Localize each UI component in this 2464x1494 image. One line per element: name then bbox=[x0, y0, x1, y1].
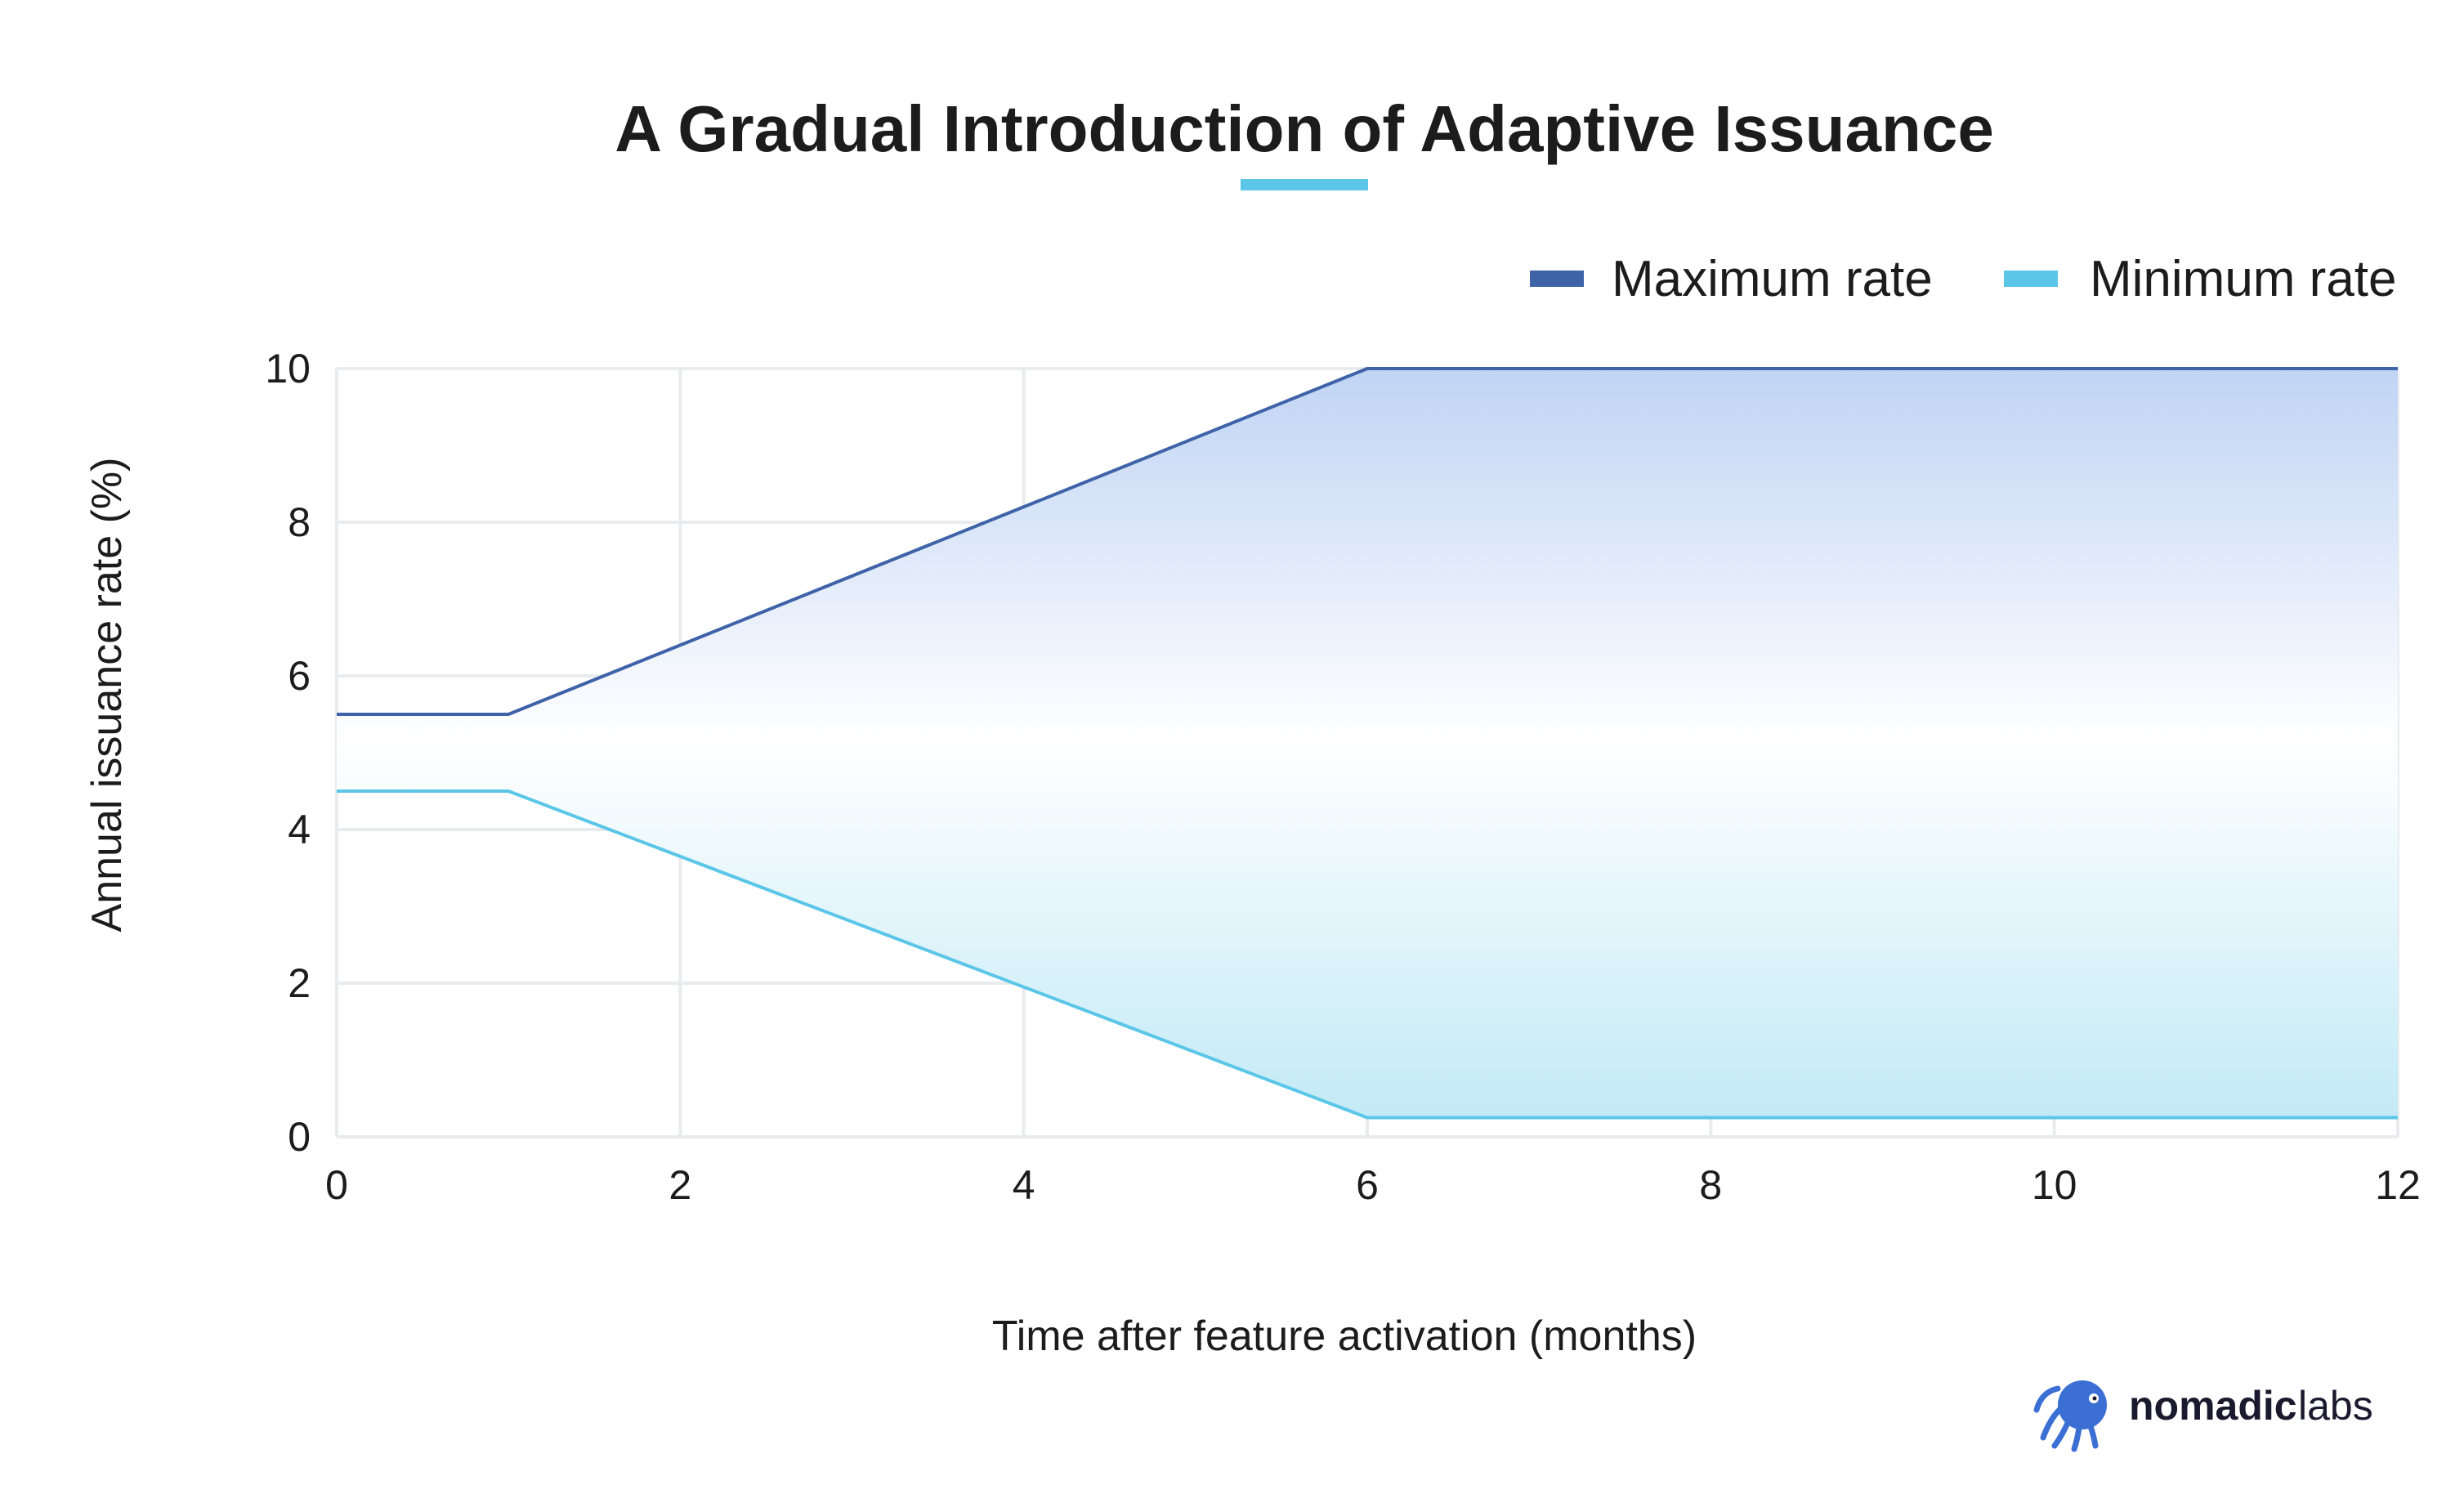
y-tick-label: 2 bbox=[288, 960, 311, 1006]
x-tick-label: 2 bbox=[669, 1162, 691, 1208]
legend: Maximum rate Minimum rate bbox=[1530, 251, 2397, 307]
chart-title: A Gradual Introduction of Adaptive Issua… bbox=[615, 92, 1994, 165]
logo-text-labs: labs bbox=[2298, 1383, 2373, 1429]
range-band-area bbox=[337, 369, 2398, 1118]
y-tick-label: 0 bbox=[288, 1114, 311, 1160]
y-tick-label: 6 bbox=[288, 653, 311, 699]
series-line-minimum-rate bbox=[337, 789, 2398, 1120]
legend-label-maximum-rate: Maximum rate bbox=[1612, 251, 1933, 307]
x-tick-label: 6 bbox=[1356, 1162, 1379, 1208]
y-tick-label: 4 bbox=[288, 807, 311, 852]
octopus-icon bbox=[2033, 1380, 2107, 1452]
x-tick-label: 12 bbox=[2375, 1162, 2421, 1208]
legend-swatch-maximum-rate bbox=[1530, 271, 1584, 287]
x-tick-label: 8 bbox=[1699, 1162, 1722, 1208]
series-line-maximum-rate bbox=[337, 367, 2398, 716]
series-lines bbox=[337, 367, 2398, 1120]
logo-text-nomadic: nomadic bbox=[2129, 1383, 2297, 1429]
x-tick-label: 10 bbox=[2032, 1162, 2077, 1208]
y-tick-label: 8 bbox=[288, 499, 311, 545]
x-tick-label: 4 bbox=[1013, 1162, 1035, 1208]
legend-swatch-minimum-rate bbox=[2004, 271, 2058, 287]
y-tick-label: 10 bbox=[265, 346, 311, 391]
y-axis-label: Annual issuance rate (%) bbox=[83, 458, 131, 933]
x-axis-label: Time after feature activation (months) bbox=[992, 1313, 1697, 1360]
nomadic-labs-logo: nomadic labs bbox=[2033, 1380, 2373, 1452]
title-underline bbox=[1241, 179, 1368, 190]
legend-label-minimum-rate: Minimum rate bbox=[2090, 251, 2397, 307]
x-axis-ticks: 0 2 4 6 8 10 12 bbox=[325, 1162, 2421, 1208]
y-axis-ticks: 0 2 4 6 8 10 bbox=[265, 346, 311, 1160]
x-tick-label: 0 bbox=[325, 1162, 348, 1208]
